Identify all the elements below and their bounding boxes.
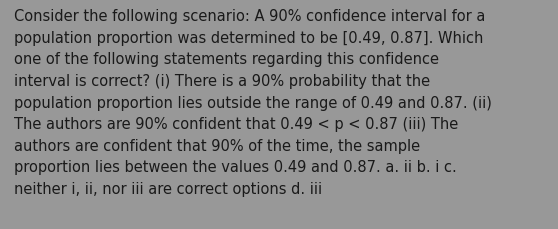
Text: Consider the following scenario: A 90% confidence interval for a
population prop: Consider the following scenario: A 90% c… [14,9,492,196]
